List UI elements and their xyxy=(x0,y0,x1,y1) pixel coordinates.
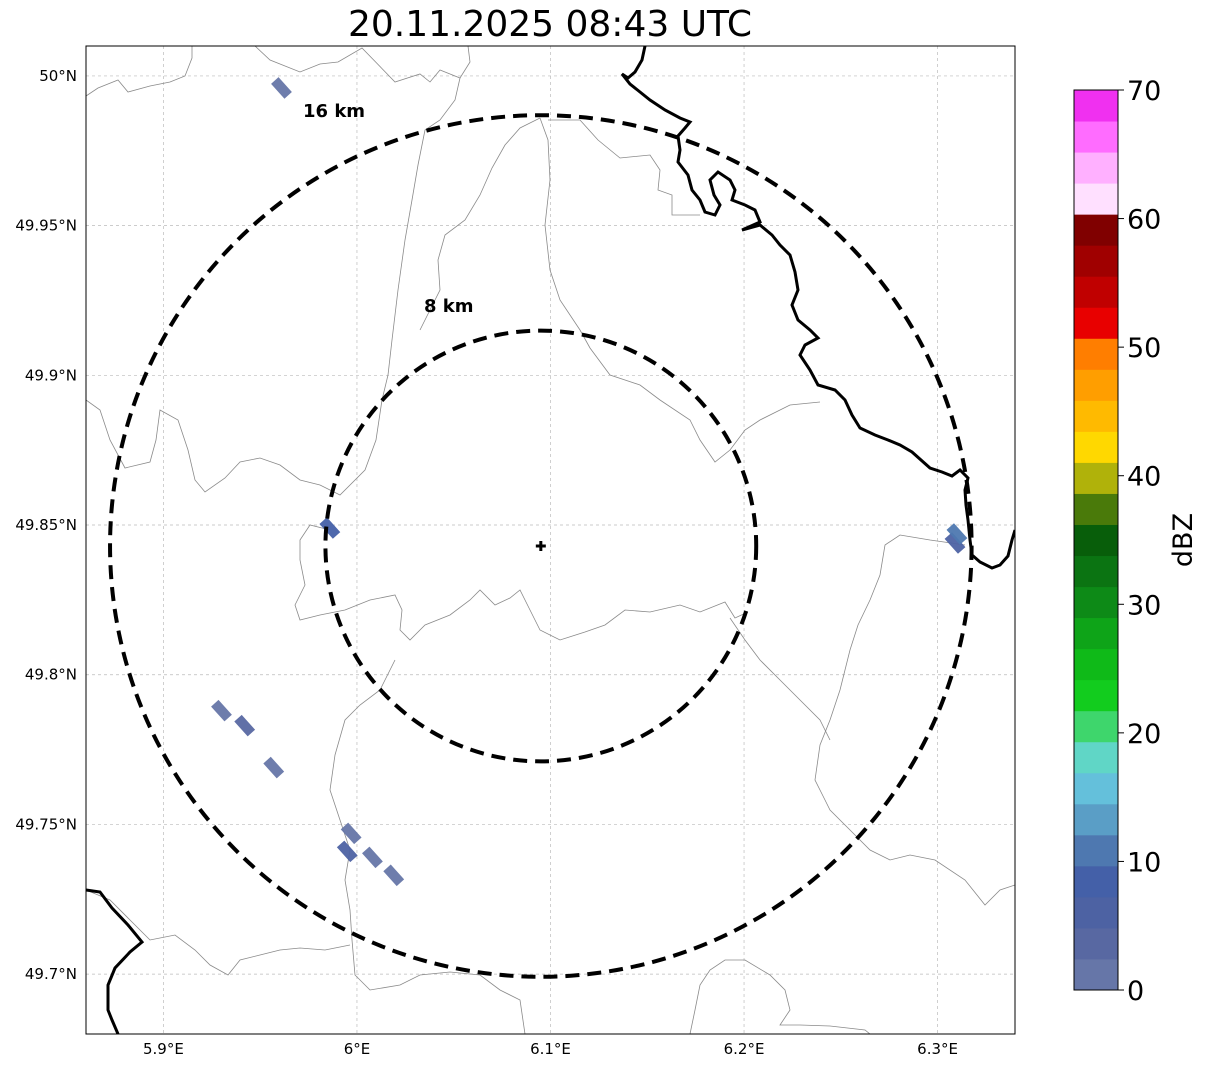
colorbar-swatch xyxy=(1074,927,1118,960)
map-title: 20.11.2025 08:43 UTC xyxy=(347,4,753,45)
radar-echo xyxy=(336,840,358,863)
colorbar-swatch xyxy=(1074,121,1118,153)
boundaries-layer xyxy=(86,46,1015,1034)
commune-boundary xyxy=(729,617,831,741)
commune-boundary xyxy=(294,524,749,641)
colorbar-swatch xyxy=(1074,152,1118,184)
commune-boundary xyxy=(539,117,821,463)
colorbar-tick-label: 10 xyxy=(1127,847,1161,878)
colorbar-tick-label: 40 xyxy=(1127,462,1161,493)
lat-tick-label: 50°N xyxy=(39,67,77,85)
lat-tick-label: 49.95°N xyxy=(15,217,77,235)
colorbar-swatch xyxy=(1074,400,1118,432)
commune-boundary xyxy=(419,117,541,331)
radar-echo xyxy=(946,523,968,545)
gridlines xyxy=(86,46,1015,1034)
commune-boundary xyxy=(86,77,461,496)
colorbar-frame xyxy=(1073,89,1119,991)
lat-tick-label: 49.75°N xyxy=(15,815,77,833)
colorbar-swatch xyxy=(1074,586,1118,619)
colorbar-tick-label: 0 xyxy=(1127,976,1144,1007)
lon-tick-label: 5.9°E xyxy=(143,1040,184,1058)
colorbar: 0 10 20 30 40 50 60 70 xyxy=(1073,76,1161,1007)
country-border xyxy=(86,888,145,1034)
commune-boundary xyxy=(548,119,700,216)
lon-tick-label: 6.2°E xyxy=(724,1040,765,1058)
lon-tick-label: 6°E xyxy=(344,1040,371,1058)
colorbar-label: dBZ xyxy=(1168,513,1199,567)
colorbar-swatch xyxy=(1074,617,1118,650)
colorbar-swatch xyxy=(1074,183,1118,215)
colorbar-tick-label: 70 xyxy=(1127,76,1161,107)
commune-boundary xyxy=(689,959,871,1034)
colorbar-swatch xyxy=(1074,214,1118,246)
range-ring-8km xyxy=(323,328,759,764)
colorbar-swatch xyxy=(1074,493,1118,525)
colorbar-swatch xyxy=(1074,338,1118,370)
colorbar-swatch xyxy=(1074,276,1118,308)
colorbar-swatch xyxy=(1074,245,1118,277)
commune-boundary xyxy=(86,889,351,976)
commune-boundary xyxy=(86,46,193,97)
colorbar-swatch xyxy=(1074,90,1118,122)
colorbar-swatch xyxy=(1074,431,1118,463)
radar-echo xyxy=(319,517,341,539)
colorbar-swatch xyxy=(1074,462,1118,494)
colorbar-tick-label: 20 xyxy=(1127,719,1161,750)
radar-echo xyxy=(362,846,383,869)
commune-boundary xyxy=(329,659,526,1034)
range-ring-16km-label: 16 km xyxy=(303,101,365,122)
colorbar-tick-label: 50 xyxy=(1127,333,1161,364)
radar-echo xyxy=(383,864,405,887)
lat-tick-label: 49.8°N xyxy=(25,666,77,684)
plot-frame xyxy=(85,45,1016,1035)
lat-tick-label: 49.7°N xyxy=(25,965,77,983)
country-border xyxy=(620,46,1015,570)
lon-tick-label: 6.1°E xyxy=(530,1040,571,1058)
colorbar-swatch xyxy=(1074,865,1118,898)
colorbar-swatch xyxy=(1074,834,1118,867)
lon-tick-label: 6.3°E xyxy=(917,1040,958,1058)
radar-echo xyxy=(234,714,256,737)
radar-echo-layer xyxy=(211,77,968,887)
colorbar-swatch xyxy=(1074,772,1118,805)
colorbar-swatch xyxy=(1074,741,1118,774)
radar-echo xyxy=(944,532,966,554)
colorbar-swatch xyxy=(1074,369,1118,401)
radar-site-marker xyxy=(535,540,546,551)
colorbar-swatch xyxy=(1074,307,1118,339)
colorbar-swatch xyxy=(1074,896,1118,929)
range-ring-8km-label: 8 km xyxy=(424,296,474,317)
range-ring-16km xyxy=(108,113,974,979)
radar-echo xyxy=(340,822,362,845)
lat-tick-label: 49.85°N xyxy=(15,516,77,534)
radar-echo xyxy=(263,756,285,779)
colorbar-swatch xyxy=(1074,524,1118,557)
lat-tick-label: 49.9°N xyxy=(25,366,77,384)
colorbar-swatch xyxy=(1074,679,1118,712)
commune-boundary xyxy=(814,534,1015,906)
colorbar-tick-label: 60 xyxy=(1127,205,1161,236)
radar-echo xyxy=(211,699,232,722)
colorbar-swatch xyxy=(1074,958,1118,991)
colorbar-swatch xyxy=(1074,803,1118,836)
colorbar-swatch xyxy=(1074,555,1118,588)
colorbar-tick-label: 30 xyxy=(1127,590,1161,621)
range-rings: 16 km 8 km xyxy=(108,101,974,979)
colorbar-swatch xyxy=(1074,648,1118,681)
axis-tick-labels: 5.9°E 6°E 6.1°E 6.2°E 6.3°E 49.7°N 49.75°N 49.8… xyxy=(15,67,958,1058)
radar-echo xyxy=(271,77,292,99)
colorbar-swatch xyxy=(1074,710,1118,743)
